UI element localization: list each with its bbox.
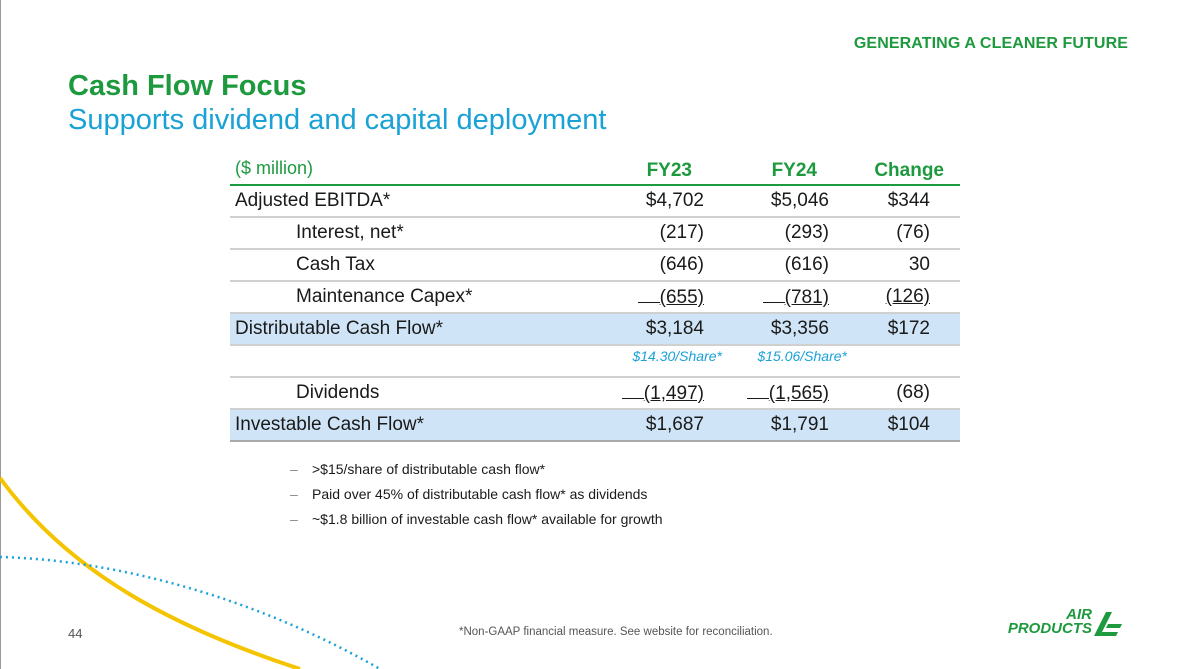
blue-dotted-arc	[0, 555, 381, 669]
bullet-text: Paid over 45% of distributable cash flow…	[312, 486, 648, 502]
row-label: Investable Cash Flow*	[235, 414, 425, 435]
table-row-interest: Interest, net* (217) (293) (76)	[230, 218, 960, 250]
logo-line-2: PRODUCTS	[1007, 620, 1092, 637]
row-label: Dividends	[296, 382, 380, 403]
yellow-arc	[0, 476, 301, 669]
cell-fy23: $1,687	[645, 414, 704, 435]
table-row-cash-tax: Cash Tax (646) (616) 30	[230, 250, 960, 282]
table-row-per-share: $14.30/Share* $15.06/Share*	[230, 346, 960, 378]
slide-left-border	[0, 0, 1, 669]
table-header: ($ million) FY23 FY24 Change	[230, 158, 960, 186]
list-item: – ~$1.8 billion of investable cash flow*…	[290, 511, 663, 536]
cell-fy24: (781)	[762, 286, 829, 309]
unit-label: ($ million)	[235, 158, 314, 178]
subtotal-rule	[762, 286, 785, 303]
cell-fy24: (1,565)	[746, 382, 829, 405]
cell-fy23: (655)	[637, 286, 704, 309]
per-share-fy24: $15.06/Share*	[757, 348, 847, 364]
dash-bullet-icon: –	[290, 461, 298, 477]
cell-fy23: (646)	[659, 254, 704, 275]
page-number: 44	[68, 626, 83, 641]
cell-change: (68)	[896, 382, 930, 403]
cell-fy24: $5,046	[770, 190, 829, 211]
dash-bullet-icon: –	[290, 511, 298, 527]
table-row-distributable-cash-flow: Distributable Cash Flow* $3,184 $3,356 $…	[230, 314, 960, 346]
cell-value: (1,565)	[768, 383, 829, 404]
footnote: *Non-GAAP financial measure. See website…	[459, 626, 773, 638]
air-products-logo: AIR PRODUCTS	[996, 606, 1126, 640]
cell-value: (126)	[885, 286, 930, 307]
cell-fy23: $4,702	[645, 190, 704, 211]
cell-fy23: $3,184	[645, 318, 704, 339]
cell-change: (76)	[896, 222, 930, 243]
cell-change: 30	[908, 254, 930, 275]
cell-fy24: (616)	[784, 254, 829, 275]
logo-wordmark: AIR PRODUCTS	[996, 606, 1092, 637]
column-header-fy23: FY23	[646, 160, 692, 181]
logo-mark-icon	[1094, 612, 1122, 636]
bullet-list: – >$15/share of distributable cash flow*…	[290, 461, 663, 536]
list-item: – Paid over 45% of distributable cash fl…	[290, 486, 663, 511]
table-row-adjusted-ebitda: Adjusted EBITDA* $4,702 $5,046 $344	[230, 186, 960, 218]
logo-line-1: AIR	[1066, 606, 1092, 623]
per-share-fy23: $14.30/Share*	[632, 348, 722, 364]
page-title: Cash Flow Focus	[68, 70, 307, 102]
cell-fy24: $1,791	[770, 414, 829, 435]
row-label: Maintenance Capex*	[296, 286, 473, 307]
table-row-dividends: Dividends (1,497) (1,565) (68)	[230, 378, 960, 410]
cash-flow-table: ($ million) FY23 FY24 Change Adjusted EB…	[230, 158, 960, 442]
dash-bullet-icon: –	[290, 486, 298, 502]
table-row-maintenance-capex: Maintenance Capex* (655) (781) (126)	[230, 282, 960, 314]
list-item: – >$15/share of distributable cash flow*	[290, 461, 663, 486]
tagline: GENERATING A CLEANER FUTURE	[853, 35, 1128, 52]
table-row-investable-cash-flow: Investable Cash Flow* $1,687 $1,791 $104	[230, 410, 960, 442]
cell-fy24: $3,356	[770, 318, 829, 339]
cell-value: (655)	[659, 287, 704, 308]
subtotal-rule	[746, 382, 769, 399]
cell-fy24: (293)	[784, 222, 829, 243]
bullet-text: >$15/share of distributable cash flow*	[312, 461, 546, 477]
subtotal-rule	[621, 382, 644, 399]
row-label: Interest, net*	[296, 222, 404, 243]
cell-value: (781)	[784, 287, 829, 308]
row-label: Adjusted EBITDA*	[235, 190, 391, 211]
row-label: Distributable Cash Flow*	[235, 318, 444, 339]
column-header-change: Change	[874, 160, 944, 181]
cell-change: $344	[887, 190, 930, 211]
cell-fy23: (1,497)	[621, 382, 704, 405]
column-header-fy24: FY24	[771, 160, 817, 181]
row-label: Cash Tax	[296, 254, 375, 275]
cell-change: $172	[887, 318, 930, 339]
cell-change: (126)	[886, 286, 930, 308]
cell-value: (1,497)	[643, 383, 704, 404]
subtotal-rule	[637, 286, 660, 303]
cell-fy23: (217)	[659, 222, 704, 243]
page-subtitle: Supports dividend and capital deployment	[68, 104, 607, 136]
bullet-text: ~$1.8 billion of investable cash flow* a…	[312, 511, 663, 527]
cell-change: $104	[887, 414, 930, 435]
